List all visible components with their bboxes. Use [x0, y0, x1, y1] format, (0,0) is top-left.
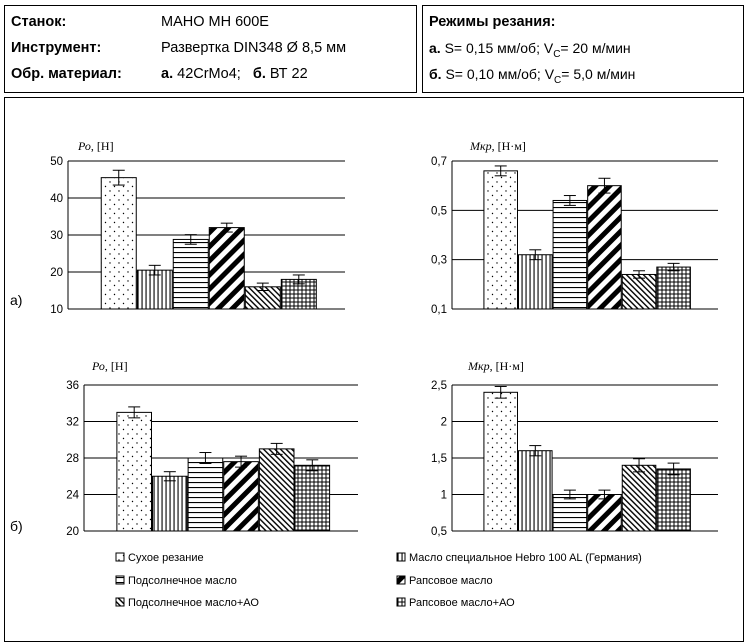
mode-a-prefix: а.	[429, 40, 441, 56]
bar	[518, 254, 553, 310]
legend-swatch	[396, 597, 406, 607]
y-tick-label: 0,3	[431, 255, 447, 267]
legend-label: Рапсовое масло+АО	[409, 597, 515, 609]
y-tick-label: 0,5	[431, 205, 447, 217]
legend-swatch	[396, 552, 406, 562]
bar	[518, 450, 553, 532]
y-tick-label: 1,5	[431, 453, 447, 465]
y-axis-label: Мкр, [Н·м]	[469, 139, 526, 153]
y-tick-label: 20	[50, 267, 63, 279]
y-tick-label: 0,5	[431, 526, 447, 538]
bar	[483, 391, 519, 532]
bar	[552, 494, 588, 532]
bar	[483, 170, 519, 310]
legend-label: Подсолнечное масло+АО	[128, 597, 259, 609]
charts-frame	[4, 97, 744, 642]
y-tick-label: 0,7	[431, 156, 447, 168]
y-tick-label: 36	[66, 380, 79, 392]
bar	[656, 468, 691, 532]
bar	[100, 177, 137, 310]
bar	[187, 457, 224, 532]
legend-item: Рапсовое масло	[396, 575, 493, 587]
y-tick-label: 24	[66, 490, 79, 502]
bar	[621, 464, 657, 532]
material-values: а. 42CrMo4; б. ВТ 22	[161, 66, 308, 82]
legend-item: Подсолнечное масло	[115, 575, 237, 587]
material-row: Обр. материал: а. 42CrMo4; б. ВТ 22	[11, 66, 308, 82]
legend-label: Сухое резание	[128, 552, 204, 564]
material-label: Обр. материал:	[11, 66, 122, 82]
legend-item: Масло специальное Hebro 100 AL (Германия…	[396, 552, 642, 564]
y-axis-label: Мкр, [Н·м]	[467, 359, 524, 373]
bar	[258, 448, 295, 532]
material-a-value: 42CrMo4;	[177, 66, 241, 82]
machine-row: Станок: МАНО МН 600Е	[11, 14, 269, 30]
mode-a-sub: C	[553, 48, 561, 60]
mode-a-v: = 20 м/мин	[560, 40, 631, 56]
chart-4: 0,5 1 1,5 2 2,5 Мкр, [Н·м]	[431, 359, 718, 538]
y-tick-label: 2	[441, 417, 447, 429]
tool-value: Развертка DIN348 Ø 8,5 мм	[161, 40, 347, 56]
bar	[587, 185, 622, 310]
mode-b-sub: C	[554, 74, 562, 86]
legend-label: Масло специальное Hebro 100 AL (Германия…	[409, 552, 642, 564]
bar	[172, 238, 209, 310]
y-tick-label: 28	[66, 453, 79, 465]
material-a-prefix: а.	[161, 66, 174, 82]
y-tick-label: 2,5	[431, 380, 447, 392]
chart-1: 10 20 30 40 50 Ро, [Н]	[50, 139, 345, 316]
bar	[280, 278, 317, 310]
header-modes-box: Режимы резания: а. S= 0,15 мм/об; VC= 20…	[422, 5, 744, 93]
tool-row: Инструмент: Развертка DIN348 Ø 8,5 мм	[11, 40, 346, 56]
y-tick-label: 50	[50, 156, 63, 168]
legend-label: Подсолнечное масло	[128, 575, 237, 587]
chart-3: 20 24 28 32 36 Ро, [Н]	[66, 359, 358, 538]
legend-item: Сухое резание	[115, 552, 204, 564]
y-tick-label: 30	[50, 230, 63, 242]
header-machine-box: Станок: МАНО МН 600Е Инструмент: Разверт…	[4, 5, 417, 93]
y-tick-label: 1	[441, 490, 447, 502]
bar	[552, 199, 588, 310]
legend-item: Подсолнечное масло+АО	[115, 597, 259, 609]
tool-label: Инструмент:	[11, 40, 102, 56]
bar	[587, 494, 622, 532]
machine-value: МАНО МН 600Е	[161, 14, 269, 30]
bar	[223, 461, 259, 532]
legend-label: Рапсовое масло	[409, 575, 493, 587]
panel-label-b: б)	[10, 518, 23, 534]
legend-item: Рапсовое масло+АО	[396, 597, 515, 609]
bar	[294, 464, 331, 532]
material-b-value: ВТ 22	[269, 66, 308, 82]
bar	[116, 411, 152, 532]
legend-swatch	[115, 597, 125, 607]
mode-a-s: S= 0,15 мм/об; V	[444, 40, 554, 56]
y-tick-label: 10	[50, 304, 63, 316]
bar	[656, 266, 691, 310]
bar	[136, 269, 173, 310]
machine-label: Станок:	[11, 14, 67, 30]
bar	[208, 227, 245, 310]
legend-swatch	[115, 552, 125, 562]
mode-b-prefix: б.	[429, 66, 442, 82]
mode-b-v: = 5,0 м/мин	[561, 66, 636, 82]
chart-2: 0,1 0,3 0,5 0,7 Мкр, [Н·м]	[431, 139, 718, 316]
legend-swatch	[396, 575, 406, 585]
bar	[621, 273, 657, 310]
y-tick-label: 20	[66, 526, 79, 538]
y-tick-label: 32	[66, 417, 79, 429]
mode-a-row: а. S= 0,15 мм/об; VC= 20 м/мин	[429, 40, 631, 60]
y-tick-label: 0,1	[431, 304, 447, 316]
y-tick-label: 40	[50, 193, 63, 205]
y-axis-label: Ро, [Н]	[77, 139, 114, 153]
material-b-prefix: б.	[252, 66, 266, 82]
mode-b-s: S= 0,10 мм/об; V	[445, 66, 555, 82]
y-axis-label: Ро, [Н]	[91, 359, 128, 373]
mode-b-row: б. S= 0,10 мм/об; VC= 5,0 м/мин	[429, 66, 635, 86]
panel-label-a: а)	[10, 292, 23, 308]
modes-title: Режимы резания:	[429, 14, 556, 30]
bar	[152, 475, 188, 532]
legend-swatch	[115, 575, 125, 585]
